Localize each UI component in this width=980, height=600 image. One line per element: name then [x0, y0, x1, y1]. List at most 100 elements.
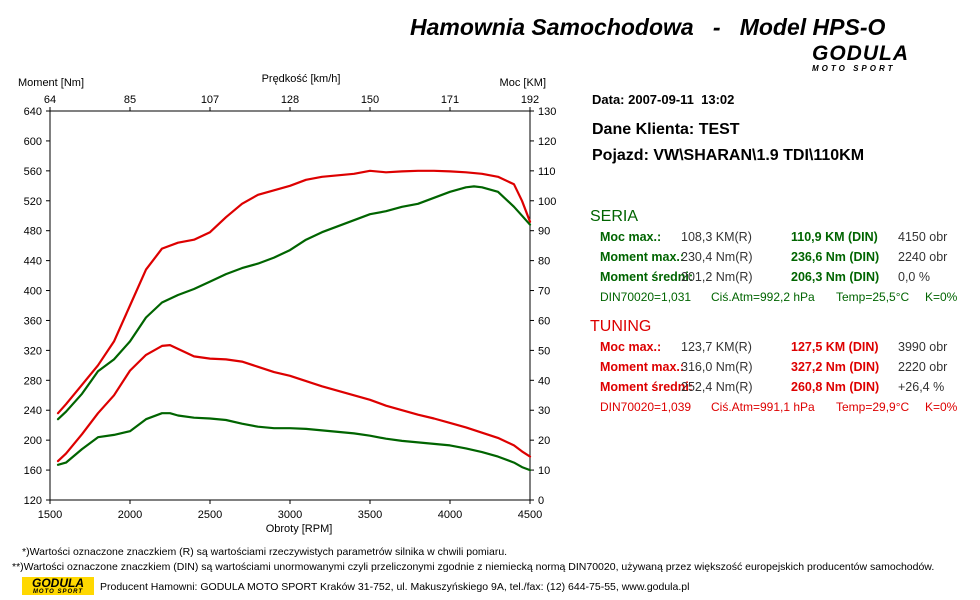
tuning-din-0: 127,5 KM (DIN) [791, 340, 879, 354]
seria-r-1: 230,4 Nm(R) [681, 250, 753, 264]
logo-main-text: GODULA [812, 42, 909, 65]
y-left-tick-label: 640 [24, 106, 42, 118]
y-right-tick-label: 30 [538, 405, 550, 417]
tuning-extra-2: +26,4 % [898, 380, 945, 394]
y-left-tick-label: 320 [24, 345, 42, 357]
tuning-din-1: 327,2 Nm (DIN) [791, 360, 880, 374]
y-right-tick-label: 70 [538, 286, 550, 298]
x-tick-label: 3500 [358, 509, 382, 521]
tuning-extra-1: 2220 obr [898, 360, 948, 374]
tuning-r-1: 316,0 Nm(R) [681, 360, 753, 374]
x-tick-label: 2000 [118, 509, 142, 521]
y-left-tick-label: 440 [24, 256, 42, 268]
y-right-tick-label: 40 [538, 375, 550, 387]
seria-condition-atm: Ciś.Atm=992,2 hPa [711, 290, 815, 304]
y-left-tick-label: 240 [24, 405, 42, 417]
tuning-extra-0: 3990 obr [898, 340, 948, 354]
tuning-title: TUNING [590, 318, 652, 335]
report-title: Hamownia Samochodowa - Model HPS-O [410, 14, 886, 40]
tuning-condition-atm: Ciś.Atm=991,1 hPa [711, 400, 815, 414]
y-right-tick-label: 100 [538, 196, 556, 208]
tuning-label-0: Moc max.: [600, 340, 662, 354]
top-tick-label: 192 [521, 94, 539, 106]
x-tick-label: 2500 [198, 509, 222, 521]
top-tick-label: 64 [44, 94, 56, 106]
y-left-tick-label: 160 [24, 465, 42, 477]
y-right-tick-label: 0 [538, 495, 544, 507]
seria-extra-1: 2240 obr [898, 250, 948, 264]
tuning-r-0: 123,7 KM(R) [681, 340, 752, 354]
seria_power-line [56, 185, 532, 421]
x-tick-label: 4500 [518, 509, 542, 521]
producer-info: Producent Hamowni: GODULA MOTO SPORT Kra… [100, 581, 690, 593]
y-left-tick-label: 360 [24, 315, 42, 327]
seria-title: SERIA [590, 208, 639, 225]
footnote-r: *)Wartości oznaczone znaczkiem (R) są wa… [22, 546, 508, 558]
footer-logo-sub: MOTO SPORT [32, 589, 84, 595]
y-left-tick-label: 200 [24, 435, 42, 447]
y-right-tick-label: 20 [538, 435, 550, 447]
footer-logo-main: GODULA [32, 576, 84, 590]
client-name: Dane Klienta: TEST [592, 121, 740, 138]
seria-label-0: Moc max.: [600, 230, 662, 244]
plot-frame [49, 110, 531, 501]
footer-logo: GODULA MOTO SPORT [22, 577, 94, 595]
measurement-date: Data: 2007-09-11 13:02 [592, 92, 735, 107]
tuning-label-1: Moment max.: [600, 360, 685, 374]
footnote-din: **)Wartości oznaczone znaczkiem (DIN) są… [12, 561, 935, 573]
y-left-tick-label: 120 [24, 495, 42, 507]
seria-din-2: 206,3 Nm (DIN) [791, 270, 880, 284]
y-left-axis-title: Moment [Nm] [18, 77, 84, 89]
godula-logo: GODULA MOTO SPORT [812, 42, 930, 74]
y-left-tick-label: 520 [24, 196, 42, 208]
seria-condition-k: K=0% [925, 290, 958, 304]
y-right-axis-title: Moc [KM] [500, 77, 546, 89]
x-axis-title: Obroty [RPM] [266, 523, 333, 535]
y-right-tick-label: 10 [538, 465, 550, 477]
y-right-tick-label: 80 [538, 256, 550, 268]
y-left-tick-label: 600 [24, 136, 42, 148]
top-tick-label: 128 [281, 94, 299, 106]
y-left-tick-label: 280 [24, 375, 42, 387]
x-tick-label: 3000 [278, 509, 302, 521]
y-right-tick-label: 130 [538, 106, 556, 118]
top-tick-label: 171 [441, 94, 459, 106]
vehicle-name: Pojazd: VW\SHARAN\1.9 TDI\110KM [592, 147, 865, 164]
y-right-tick-label: 50 [538, 345, 550, 357]
y-right-tick-label: 110 [538, 166, 556, 178]
seria-label-1: Moment max.: [600, 250, 685, 264]
top-tick-label: 107 [201, 94, 219, 106]
y-left-tick-label: 400 [24, 286, 42, 298]
y-left-tick-label: 480 [24, 226, 42, 238]
x-tick-label: 1500 [38, 509, 62, 521]
seria-r-2: 201,2 Nm(R) [681, 270, 753, 284]
seria-din-1: 236,6 Nm (DIN) [791, 250, 880, 264]
tuning-r-2: 252,4 Nm(R) [681, 380, 753, 394]
top-tick-label: 150 [361, 94, 379, 106]
tuning_torque-line [56, 344, 532, 463]
tuning-condition-k: K=0% [925, 400, 958, 414]
logo-sub-text: MOTO SPORT [812, 64, 896, 73]
seria-label-2: Moment średni: [600, 270, 694, 284]
seria-extra-0: 4150 obr [898, 230, 948, 244]
y-left-tick-label: 560 [24, 166, 42, 178]
seria_torque-line [56, 412, 532, 472]
top-tick-label: 85 [124, 94, 136, 106]
top-axis-title: Prędkość [km/h] [262, 73, 341, 85]
seria-condition-temp: Temp=25,5°C [836, 290, 910, 304]
tuning_power-line [56, 169, 532, 415]
tuning-condition-din: DIN70020=1,039 [600, 400, 692, 414]
tuning-condition-temp: Temp=29,9°C [836, 400, 910, 414]
y-right-tick-label: 90 [538, 226, 550, 238]
y-right-tick-label: 120 [538, 136, 556, 148]
seria-r-0: 108,3 KM(R) [681, 230, 752, 244]
seria-condition-din: DIN70020=1,031 [600, 290, 692, 304]
seria-extra-2: 0,0 % [898, 270, 930, 284]
tuning-din-2: 260,8 Nm (DIN) [791, 380, 880, 394]
y-right-tick-label: 60 [538, 315, 550, 327]
seria-din-0: 110,9 KM (DIN) [791, 230, 878, 244]
x-tick-label: 4000 [438, 509, 462, 521]
chart-series [56, 169, 532, 472]
